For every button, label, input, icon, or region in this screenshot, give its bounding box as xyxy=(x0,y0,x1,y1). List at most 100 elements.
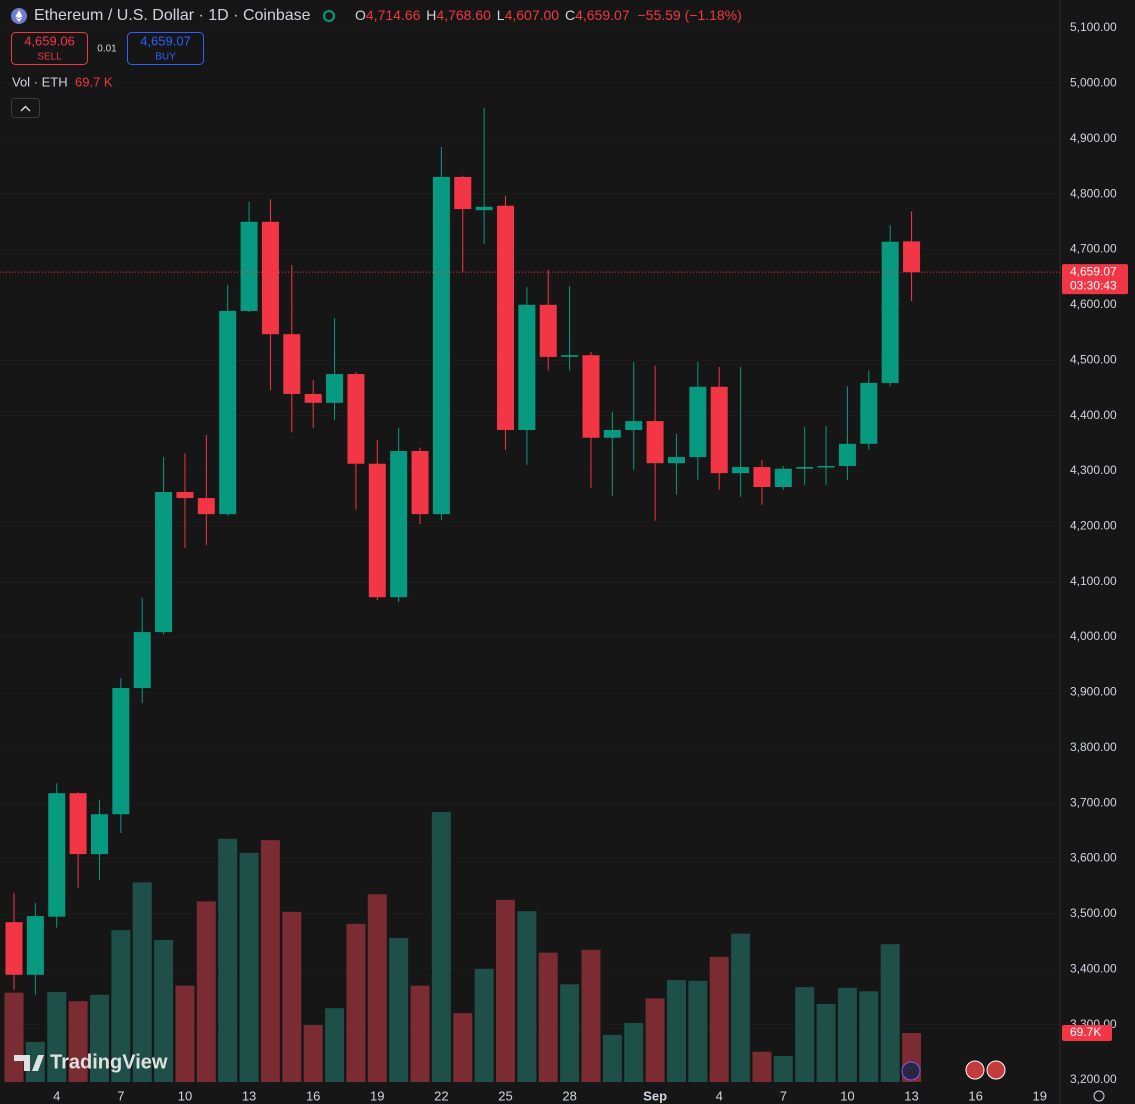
candle-body xyxy=(667,457,685,464)
volume-bar xyxy=(731,933,751,1082)
y-tick-label: 3,600.00 xyxy=(1070,851,1117,865)
change: −55.59 (−1.18%) xyxy=(638,7,742,23)
event-icon[interactable] xyxy=(965,1060,985,1080)
candle-body xyxy=(368,463,386,598)
candle-body xyxy=(90,814,108,855)
candle-body xyxy=(347,374,365,464)
candle-body xyxy=(69,793,87,855)
candle-body xyxy=(732,467,750,474)
ohlc-key: C xyxy=(565,7,575,23)
x-tick-label: 25 xyxy=(498,1088,512,1103)
y-tick-label: 4,200.00 xyxy=(1070,518,1117,532)
buy-label: BUY xyxy=(155,52,176,63)
volume-bar xyxy=(111,930,131,1082)
volume-bar xyxy=(581,949,601,1082)
volume-bar xyxy=(196,901,216,1082)
x-tick-label: 22 xyxy=(434,1088,448,1103)
logo-text: TradingView xyxy=(50,1051,168,1073)
candle-body xyxy=(860,382,878,444)
volume-bar xyxy=(175,985,195,1082)
volume-bar xyxy=(89,994,109,1082)
x-tick-label: 13 xyxy=(904,1088,918,1103)
volume-bar xyxy=(68,1001,88,1082)
x-tick-label: 7 xyxy=(780,1088,787,1103)
x-tick-label: 10 xyxy=(178,1088,192,1103)
volume-bar xyxy=(773,1055,793,1082)
y-tick-label: 3,400.00 xyxy=(1070,961,1117,975)
candle-body xyxy=(838,443,856,466)
volume-bar xyxy=(4,992,24,1082)
y-tick-label: 4,000.00 xyxy=(1070,629,1117,643)
volume-bar xyxy=(154,939,174,1082)
y-tick-label: 3,900.00 xyxy=(1070,685,1117,699)
volume-bar xyxy=(538,952,558,1082)
x-tick-label: 16 xyxy=(968,1088,982,1103)
event-icon[interactable] xyxy=(986,1060,1006,1080)
ohlc-key: L xyxy=(497,7,505,23)
x-tick-label: 19 xyxy=(370,1088,384,1103)
candle-body xyxy=(774,468,792,488)
volume-bar xyxy=(260,840,280,1082)
candle-body xyxy=(903,241,921,273)
collapse-button[interactable] xyxy=(11,98,40,118)
sell-label: SELL xyxy=(37,52,62,63)
volume-bar xyxy=(795,987,815,1082)
y-tick-label: 5,100.00 xyxy=(1070,20,1117,34)
ohlc-value: 4,659.07 xyxy=(575,7,630,23)
settings-icon[interactable] xyxy=(1093,1090,1105,1102)
candle-body xyxy=(390,451,408,598)
x-tick-label: 19 xyxy=(1033,1088,1047,1103)
ohlc-legend: O4,714.66 H4,768.60 L4,607.00 C4,659.07 … xyxy=(355,7,742,23)
buy-button[interactable] xyxy=(127,32,204,65)
symbol-title[interactable]: Ethereum / U.S. Dollar · 1D · Coinbase xyxy=(34,7,311,24)
candle-body xyxy=(582,355,600,438)
ohlc-key: H xyxy=(426,7,436,23)
ohlc-value: 4,714.66 xyxy=(366,7,421,23)
volume-bar xyxy=(282,911,302,1082)
candle-body xyxy=(261,221,279,335)
candle-body xyxy=(48,793,66,917)
buy-price: 4,659.07 xyxy=(140,33,191,48)
candle-body xyxy=(133,632,151,688)
volume-legend: Vol · ETH xyxy=(12,74,68,89)
last-price-label: 4,659.07 xyxy=(1070,264,1117,278)
candle-body xyxy=(219,310,237,515)
volume-bar xyxy=(367,894,387,1082)
volume-bar xyxy=(688,980,708,1082)
y-tick-label: 4,900.00 xyxy=(1070,131,1117,145)
candle-body xyxy=(26,916,44,975)
candle-body xyxy=(304,393,322,403)
y-tick-label: 4,700.00 xyxy=(1070,242,1117,256)
candle-body xyxy=(625,421,643,430)
candle-body xyxy=(561,355,579,357)
y-tick-label: 4,500.00 xyxy=(1070,352,1117,366)
event-icon[interactable] xyxy=(901,1061,921,1081)
volume-legend-value: 69.7 K xyxy=(75,74,113,89)
sell-button[interactable] xyxy=(11,32,88,65)
eth-glyph xyxy=(15,10,23,22)
spread: 0.01 xyxy=(97,44,117,55)
volume-bar xyxy=(303,1025,323,1082)
y-tick-label: 5,000.00 xyxy=(1070,76,1117,90)
candle-body xyxy=(603,429,621,438)
y-tick-label: 3,800.00 xyxy=(1070,740,1117,754)
y-tick-label: 3,700.00 xyxy=(1070,795,1117,809)
candle-body xyxy=(475,206,493,211)
volume-tag xyxy=(1062,1025,1112,1042)
volume-bar xyxy=(859,991,879,1082)
volume-bar xyxy=(624,1022,644,1082)
logo-mark xyxy=(14,1055,44,1071)
axes: 3,200.003,300.003,400.003,500.003,600.00… xyxy=(53,20,1128,1103)
market-status[interactable] xyxy=(323,10,335,22)
volume-bar xyxy=(47,992,67,1082)
volume-bar xyxy=(602,1034,622,1082)
volume-bar xyxy=(837,987,857,1082)
volume-bar xyxy=(346,923,366,1082)
candle-body xyxy=(112,687,130,815)
candle-body xyxy=(539,304,557,357)
candle-body xyxy=(710,386,728,474)
x-tick-label: 13 xyxy=(242,1088,256,1103)
volume-bar xyxy=(560,984,580,1082)
